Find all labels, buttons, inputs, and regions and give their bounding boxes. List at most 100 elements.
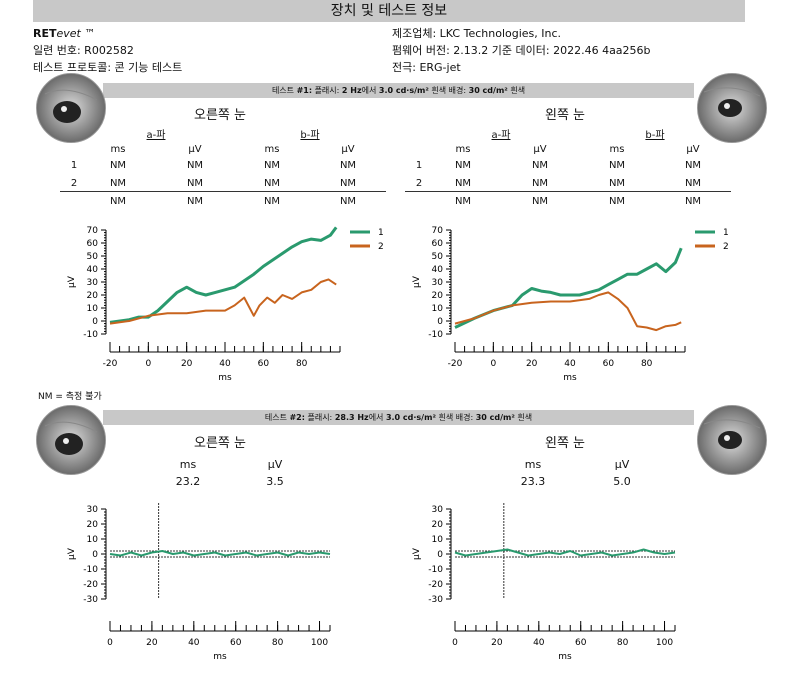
- col-uv: μV: [341, 144, 355, 155]
- eye-photo-icon: [37, 406, 105, 474]
- col-ms: ms: [455, 144, 471, 155]
- y-tick-label: 10: [432, 304, 444, 314]
- y-tick-label: 0: [92, 317, 98, 327]
- table-cell: NM: [531, 178, 549, 189]
- row-label: 1: [415, 160, 423, 171]
- left-eye-photo-2: [697, 405, 767, 475]
- b-wave-header: b-파: [300, 130, 320, 141]
- b-wave-header: b-파: [645, 130, 665, 141]
- test1-right-chart: 70 60 50 40 30 20 10 0 -10 μV -20 0 20 40 60 80 ms 1 2: [67, 226, 384, 383]
- y-tick-label: 50: [87, 252, 99, 262]
- x-tick-label: 100: [311, 638, 328, 648]
- row-label: 2: [70, 178, 78, 189]
- serial-number: 일련 번호: R002582: [33, 44, 134, 57]
- y-tick-label: 10: [87, 535, 99, 545]
- table-cell: NM: [263, 196, 281, 207]
- table-cell: NM: [263, 160, 281, 171]
- x-tick-label: 0: [107, 638, 113, 648]
- x-tick-label: 100: [656, 638, 673, 648]
- series-line-1: [454, 247, 683, 329]
- y-tick-label: -20: [428, 580, 443, 590]
- x-tick-label: 20: [491, 638, 503, 648]
- test2-left-ms-header: ms: [524, 458, 542, 471]
- table-cell: NM: [608, 178, 626, 189]
- series-line-1: [109, 226, 338, 324]
- manufacturer: 제조업체: LKC Technologies, Inc.: [392, 27, 562, 40]
- x-tick-label: -20: [103, 359, 118, 369]
- col-uv: μV: [533, 144, 547, 155]
- test2-left-uv-header: μV: [614, 458, 630, 471]
- x-tick-label: 80: [617, 638, 629, 648]
- footnote: NM = 측정 불가: [38, 392, 102, 402]
- x-axis-label: ms: [563, 373, 577, 383]
- y-tick-label: -10: [83, 565, 98, 575]
- table-cell: NM: [531, 160, 549, 171]
- x-tick-label: 40: [533, 638, 545, 648]
- x-tick-label: 20: [146, 638, 158, 648]
- test2-right-uv-header: μV: [267, 458, 283, 471]
- table-cell: NM: [339, 196, 357, 207]
- y-tick-label: 60: [432, 239, 444, 249]
- series-line-2: [454, 291, 682, 332]
- right-eye-photo-1: [36, 73, 106, 143]
- y-tick-label: 40: [432, 265, 444, 275]
- y-tick-label: 30: [87, 505, 99, 515]
- test1-right-eye-title: 오른쪽 눈: [194, 108, 246, 123]
- y-axis-label: μV: [67, 547, 77, 560]
- x-tick-label: 0: [145, 359, 151, 369]
- table-cell: NM: [684, 160, 702, 171]
- x-tick-label: -20: [448, 359, 463, 369]
- table-cell: NM: [454, 196, 472, 207]
- brand-name: RETevet ™: [33, 27, 96, 40]
- test2-header-band: 테스트 #2: 플래시: 28.3 Hz에서 3.0 cd·s/m² 흰색 배경…: [103, 410, 694, 425]
- device-info-left: RETevet ™ 일련 번호: R002582 테스트 프로토콜: 콘 기능 …: [33, 25, 363, 76]
- y-tick-label: 10: [87, 304, 99, 314]
- col-ms: ms: [110, 144, 126, 155]
- x-tick-label: 0: [490, 359, 496, 369]
- x-axis-label: ms: [213, 652, 227, 662]
- eye-photo-icon: [37, 74, 105, 142]
- y-tick-label: -10: [428, 330, 443, 340]
- col-ms: ms: [264, 144, 280, 155]
- table-cell: NM: [186, 160, 204, 171]
- x-tick-label: 0: [452, 638, 458, 648]
- table-cell: NM: [339, 178, 357, 189]
- x-tick-label: 20: [181, 359, 193, 369]
- y-tick-label: 20: [432, 291, 444, 301]
- device-info-right: 제조업체: LKC Technologies, Inc. 펌웨어 버전: 2.1…: [392, 25, 772, 76]
- x-axis-label: ms: [558, 652, 572, 662]
- row-label: 2: [415, 178, 423, 189]
- table-cell: NM: [454, 160, 472, 171]
- table-cell: NM: [109, 178, 127, 189]
- table-cell: NM: [454, 178, 472, 189]
- test-protocol: 테스트 프로토콜: 콘 기능 테스트: [33, 61, 183, 74]
- table-cell: NM: [109, 196, 127, 207]
- eye-photo-icon: [698, 74, 766, 142]
- y-tick-label: 0: [437, 317, 443, 327]
- y-axis-label: μV: [412, 547, 422, 560]
- table-cell: NM: [531, 196, 549, 207]
- test2-right-uv-value: 3.5: [266, 475, 284, 488]
- y-tick-label: 0: [92, 550, 98, 560]
- legend-label: 2: [378, 242, 384, 252]
- col-uv: μV: [686, 144, 700, 155]
- y-tick-label: -20: [83, 580, 98, 590]
- legend-label: 1: [378, 228, 384, 238]
- table-cell: NM: [684, 196, 702, 207]
- legend-label: 2: [723, 242, 729, 252]
- col-uv: μV: [188, 144, 202, 155]
- table-cell: NM: [186, 178, 204, 189]
- test1-left-eye-title: 왼쪽 눈: [544, 108, 585, 123]
- x-tick-label: 80: [296, 359, 308, 369]
- test2-right-eye-title: 오른쪽 눈: [194, 436, 246, 451]
- divider: [405, 191, 731, 192]
- y-tick-label: 20: [432, 520, 444, 530]
- y-tick-label: 0: [437, 550, 443, 560]
- y-tick-label: 70: [432, 226, 444, 236]
- col-ms: ms: [609, 144, 625, 155]
- y-tick-label: 70: [87, 226, 99, 236]
- x-tick-label: 60: [258, 359, 270, 369]
- x-tick-label: 40: [188, 638, 200, 648]
